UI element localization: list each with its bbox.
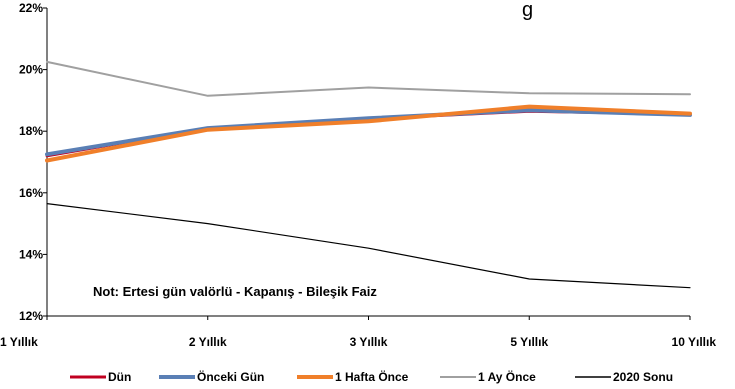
axes: 12% 14% 16% 18% 20% 22% 1 Yıllık 2 Yıllık 3 Yıll… — [0, 1, 716, 349]
y-tick-label: 12% — [19, 309, 43, 323]
legend-label-0: Dün — [108, 370, 131, 384]
chart-title-fragment: g — [522, 0, 533, 21]
series-line-3 — [46, 60, 691, 97]
y-tick-label: 22% — [19, 1, 43, 15]
legend: Dün Önceki Gün 1 Hafta Önce 1 Ay Önce 2020 S… — [70, 369, 673, 384]
x-tick-label: 5 Yıllık — [510, 335, 548, 349]
legend-label-4: 2020 Sonu — [613, 370, 673, 384]
y-tick-label: 20% — [19, 63, 43, 77]
legend-label-3: 1 Ay Önce — [478, 369, 536, 384]
chart-annotation: Not: Ertesi gün valörlü - Kapanış - Bile… — [93, 284, 377, 299]
x-tick-label: 10 Yıllık — [672, 335, 717, 349]
series-lines — [45, 60, 692, 289]
series-line-4 — [46, 203, 691, 289]
y-tick-label: 16% — [19, 186, 43, 200]
y-tick-label: 18% — [19, 124, 43, 138]
legend-label-2: 1 Hafta Önce — [335, 369, 409, 384]
y-tick-label: 14% — [19, 247, 43, 261]
legend-label-1: Önceki Gün — [197, 369, 264, 384]
x-tick-label: 2 Yıllık — [189, 335, 227, 349]
series-line-2 — [45, 104, 692, 163]
series-line-1 — [45, 108, 692, 157]
x-tick-label: 1 Yıllık — [0, 335, 38, 349]
x-tick-label: 3 Yıllık — [350, 335, 388, 349]
